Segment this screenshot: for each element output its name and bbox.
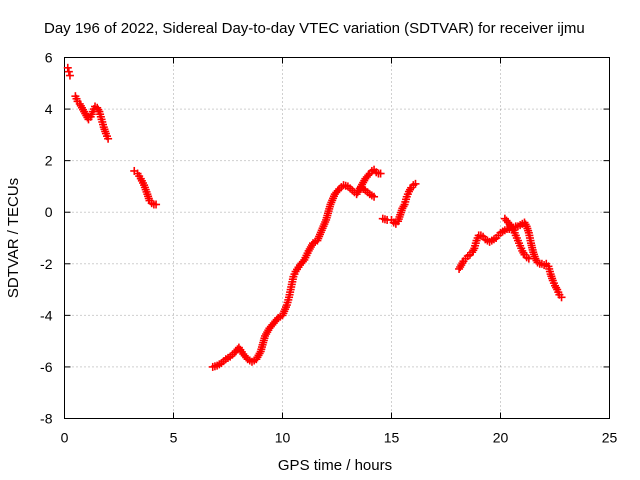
x-tick-label: 25 <box>602 430 618 446</box>
x-tick-label: 0 <box>61 430 69 446</box>
x-axis-label: GPS time / hours <box>278 457 392 474</box>
y-tick-label: 4 <box>45 101 53 117</box>
grid-lines <box>64 57 610 419</box>
y-tick-label: -6 <box>40 359 53 375</box>
y-tick-label: -4 <box>40 307 53 323</box>
series-arc-1 <box>63 63 74 80</box>
x-tick-labels: 0 5 10 15 20 25 <box>61 430 618 446</box>
y-tick-label: 6 <box>45 50 53 66</box>
y-tick-label: 0 <box>45 204 53 220</box>
data-point <box>411 179 420 188</box>
y-axis-label: SDTVAR / TECUs <box>5 178 22 298</box>
series-arc-8 <box>500 214 533 263</box>
axis-ticks <box>64 57 610 419</box>
series-arc-2 <box>71 92 113 143</box>
data-point <box>557 293 566 302</box>
data-point <box>65 71 74 80</box>
x-tick-label: 5 <box>170 430 178 446</box>
data-points <box>63 63 566 371</box>
data-point <box>152 200 161 209</box>
chart-title: Day 196 of 2022, Sidereal Day-to-day VTE… <box>44 20 585 37</box>
series-arc-6 <box>356 183 379 201</box>
series-arc-3 <box>130 166 161 209</box>
series-arc-4 <box>208 165 385 371</box>
data-point <box>64 67 73 76</box>
data-point <box>104 134 113 143</box>
x-tick-label: 15 <box>384 430 400 446</box>
y-tick-label: -2 <box>40 256 53 272</box>
data-point <box>370 192 379 201</box>
series-arc-5 <box>378 179 420 228</box>
y-tick-label: 2 <box>45 153 53 169</box>
data-point <box>524 254 533 263</box>
x-tick-label: 10 <box>275 430 291 446</box>
y-tick-label: -8 <box>40 411 53 427</box>
plot-frame <box>64 57 610 419</box>
y-tick-labels: -8 -6 -4 -2 0 2 4 6 <box>40 50 53 427</box>
data-point <box>376 169 385 178</box>
data-point <box>63 63 72 72</box>
x-tick-label: 20 <box>493 430 509 446</box>
series-arc-7 <box>455 218 566 302</box>
